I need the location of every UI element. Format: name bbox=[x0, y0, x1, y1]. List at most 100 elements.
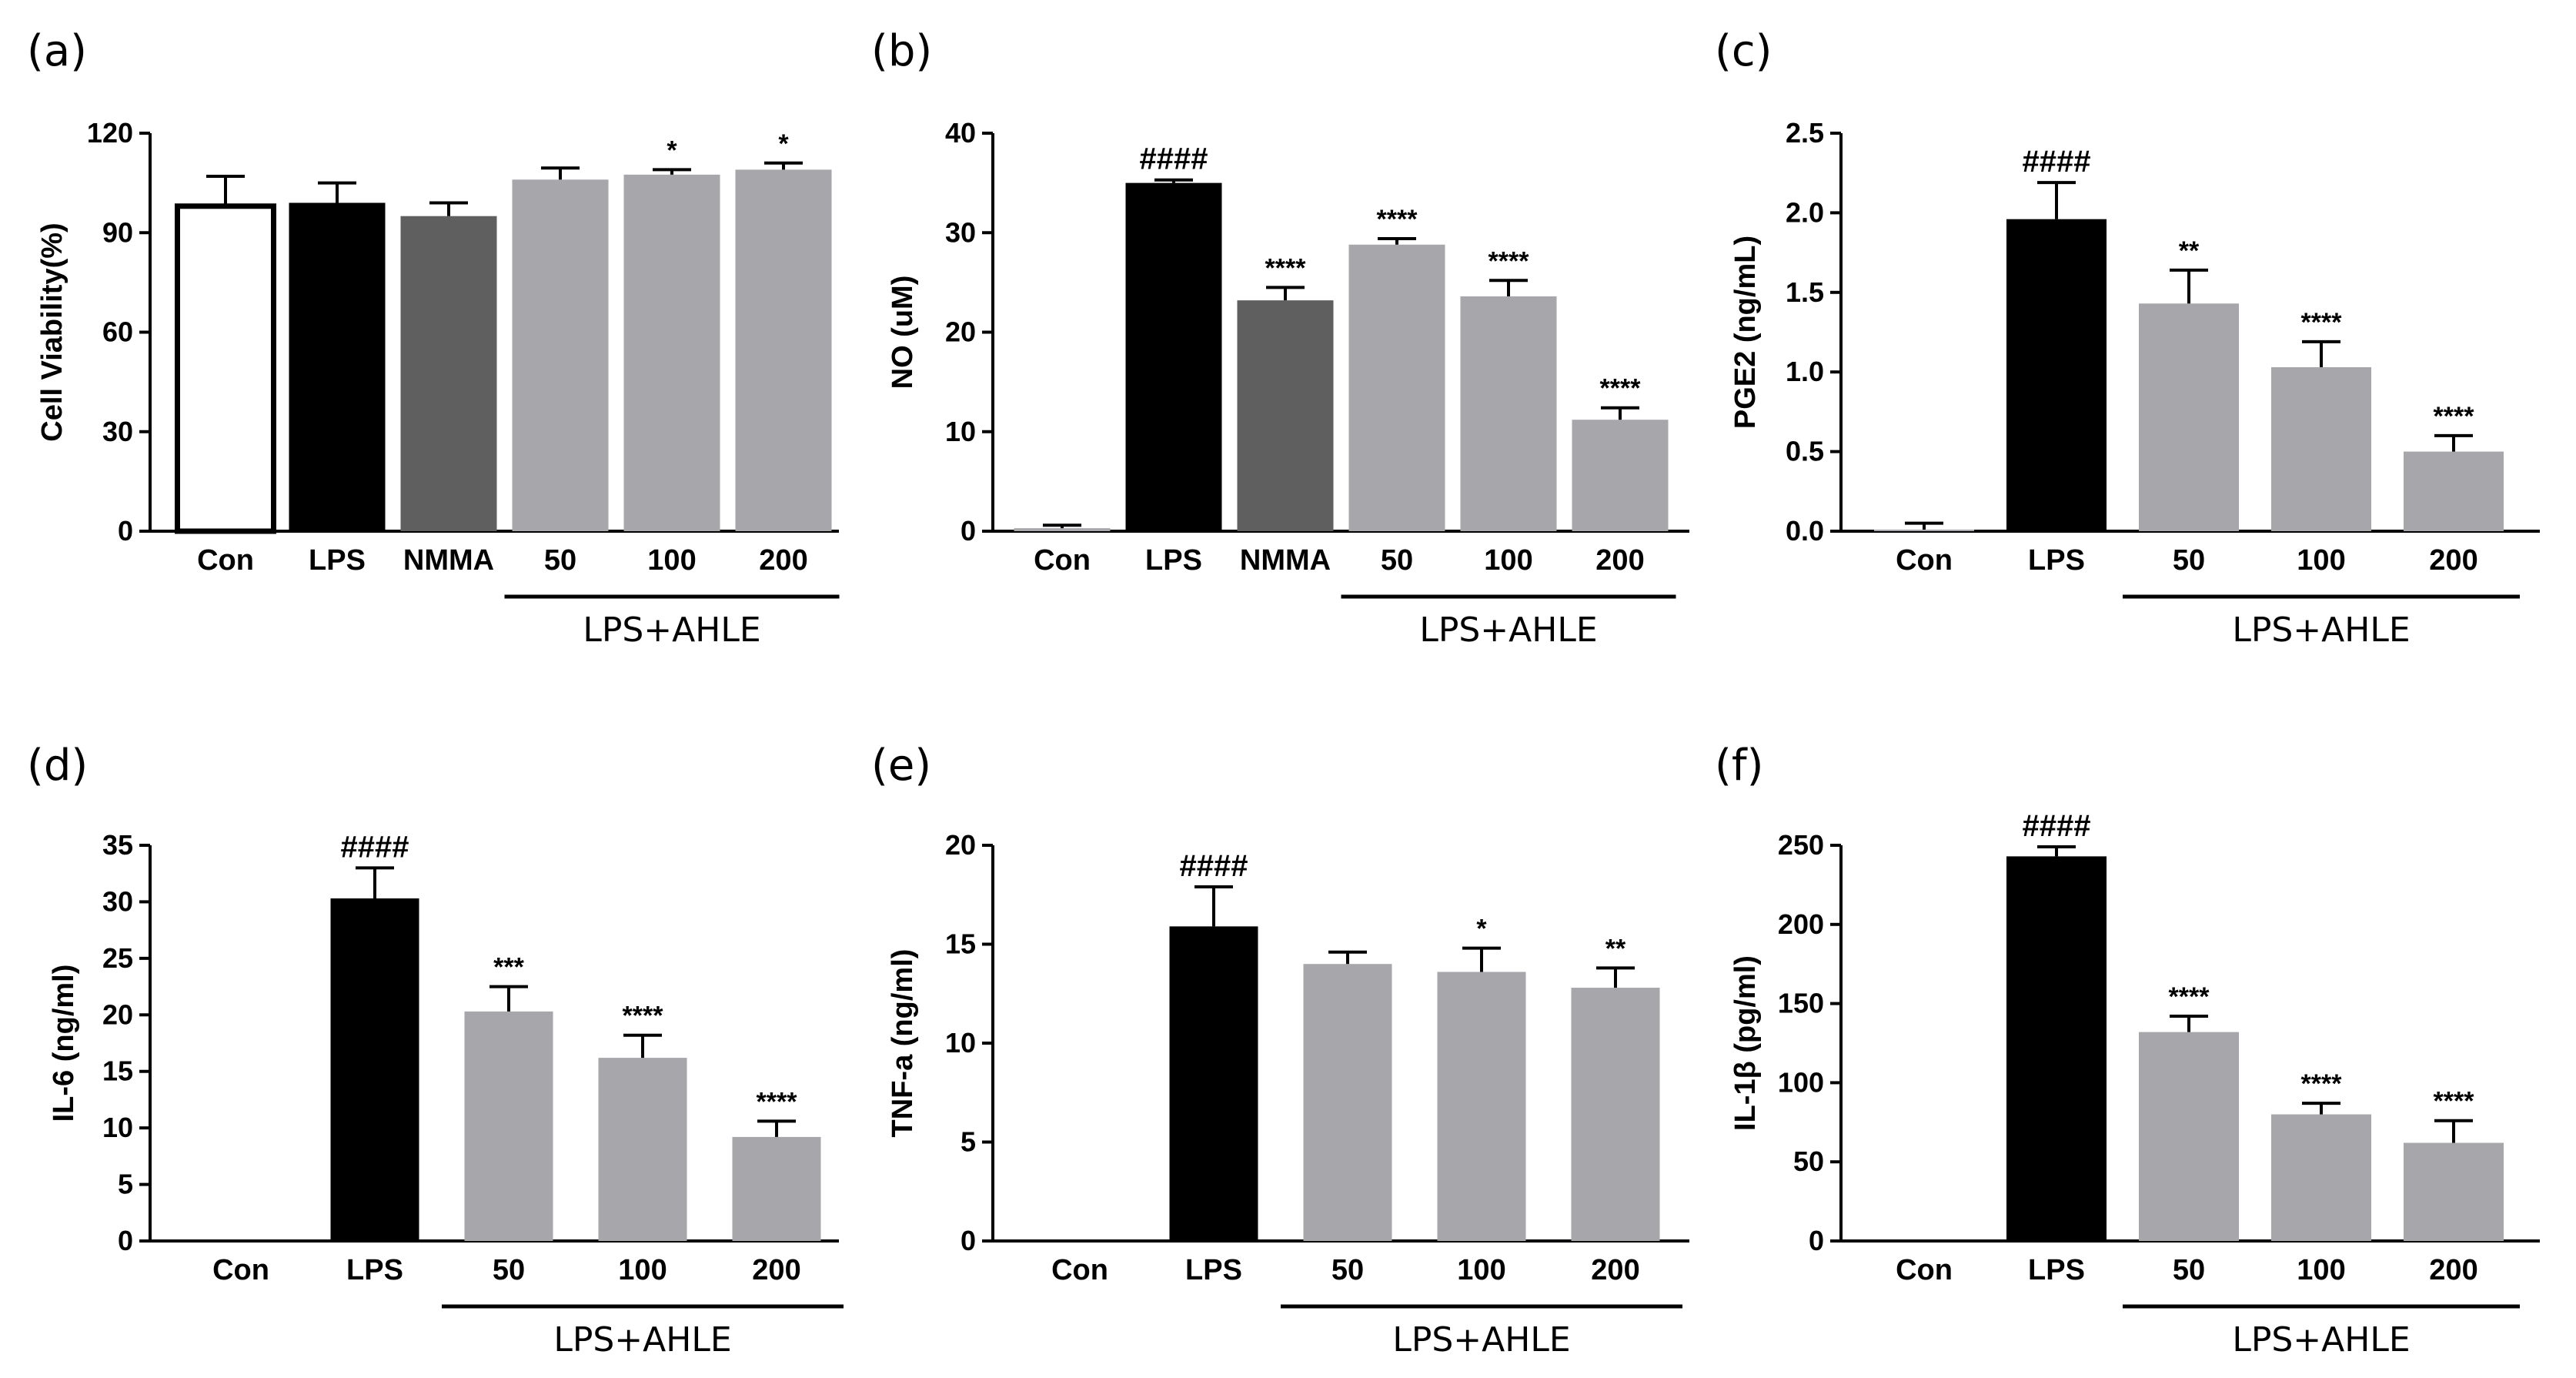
bar-50 bbox=[512, 179, 609, 532]
x-tick-label: Con bbox=[1051, 1254, 1108, 1286]
y-tick-label: 20 bbox=[945, 829, 976, 861]
significance-stars: **** bbox=[2434, 402, 2475, 431]
y-tick-label: 150 bbox=[1778, 988, 1824, 1019]
significance-hash: #### bbox=[2023, 809, 2091, 843]
x-tick-label: 100 bbox=[1457, 1254, 1505, 1286]
bar-50 bbox=[464, 1011, 553, 1241]
significance-stars: **** bbox=[1600, 374, 1642, 403]
y-tick-label: 0 bbox=[1809, 1225, 1824, 1256]
significance-stars: **** bbox=[2301, 1069, 2343, 1099]
y-tick-label: 10 bbox=[102, 1112, 133, 1143]
significance-stars: **** bbox=[2301, 308, 2343, 337]
x-tick-label: Con bbox=[1896, 1254, 1953, 1286]
group-label: LPS+AHLE bbox=[1392, 1320, 1570, 1360]
x-tick-label: 200 bbox=[1591, 1254, 1639, 1286]
significance-hash: #### bbox=[1140, 142, 1208, 176]
y-axis-label: IL-6 (ng/ml) bbox=[48, 965, 80, 1122]
x-tick-label: 100 bbox=[2297, 1254, 2345, 1286]
x-tick-label: 100 bbox=[1484, 544, 1532, 577]
y-tick-label: 0 bbox=[118, 515, 133, 547]
significance-stars: **** bbox=[623, 1002, 664, 1031]
panel-label: (e) bbox=[871, 741, 931, 791]
y-tick-label: 15 bbox=[102, 1055, 133, 1087]
y-tick-label: 0 bbox=[961, 515, 976, 547]
y-tick-label: 1.0 bbox=[1786, 356, 1824, 387]
bar-200 bbox=[1571, 988, 1660, 1241]
bar-NMMA bbox=[400, 216, 497, 531]
y-tick-label: 30 bbox=[102, 416, 133, 447]
x-tick-label: LPS bbox=[346, 1254, 403, 1286]
x-tick-label: Con bbox=[212, 1254, 269, 1286]
significance-stars: **** bbox=[2169, 982, 2210, 1012]
x-tick-label: LPS bbox=[2028, 1254, 2085, 1286]
bar-LPS bbox=[2006, 219, 2107, 531]
y-tick-label: 5 bbox=[961, 1126, 976, 1158]
y-tick-label: 40 bbox=[945, 117, 976, 149]
y-tick-label: 10 bbox=[945, 416, 976, 447]
bar-200 bbox=[732, 1136, 821, 1241]
significance-stars: **** bbox=[1377, 205, 1418, 234]
x-tick-label: Con bbox=[1034, 544, 1091, 577]
group-label: LPS+AHLE bbox=[2232, 1320, 2410, 1360]
significance-stars: **** bbox=[757, 1087, 798, 1116]
y-tick-label: 30 bbox=[945, 216, 976, 248]
panel-label: (c) bbox=[1715, 26, 1772, 76]
x-tick-label: LPS bbox=[309, 544, 366, 577]
y-tick-label: 20 bbox=[102, 998, 133, 1030]
x-tick-label: 50 bbox=[2173, 1254, 2205, 1286]
significance-stars: **** bbox=[1265, 253, 1307, 283]
significance-stars: * bbox=[778, 129, 789, 159]
panel-label: (b) bbox=[871, 26, 932, 76]
x-tick-label: LPS bbox=[1185, 1254, 1242, 1286]
chart-panel-2: (b) 0 10 20 30 40 NO (uM) Con #### LPS **** NMMA ***… bbox=[871, 26, 1689, 650]
bar-LPS bbox=[2006, 856, 2107, 1241]
bar-200 bbox=[1572, 420, 1669, 531]
chart-panel-4: (d) 0 5 10 15 20 25 30 35 IL-6 (ng/ml) Con #### LPS *… bbox=[27, 741, 844, 1360]
panel-label: (f) bbox=[1715, 741, 1763, 791]
bar-LPS bbox=[1169, 926, 1258, 1241]
bar-200 bbox=[2404, 1142, 2504, 1241]
bar-Con bbox=[1874, 529, 1974, 531]
group-label: LPS+AHLE bbox=[2232, 610, 2410, 650]
x-tick-label: 50 bbox=[2173, 544, 2205, 577]
chart-panel-6: (f) 0 50 100 150 200 250 IL-1β (pg/ml) Con #### LP… bbox=[1715, 741, 2540, 1360]
y-tick-label: 20 bbox=[945, 316, 976, 348]
y-tick-label: 0 bbox=[118, 1225, 133, 1256]
bar-50 bbox=[1303, 964, 1392, 1241]
significance-stars: * bbox=[667, 135, 677, 165]
y-axis-label: TNF-a (ng/ml) bbox=[887, 949, 919, 1138]
x-tick-label: NMMA bbox=[1240, 544, 1331, 577]
y-tick-label: 250 bbox=[1778, 829, 1824, 861]
bar-200 bbox=[735, 169, 832, 531]
bar-50 bbox=[2139, 1032, 2239, 1241]
y-tick-label: 10 bbox=[945, 1027, 976, 1059]
bar-NMMA bbox=[1237, 300, 1334, 531]
y-axis-label: Cell Viability(%) bbox=[36, 222, 68, 441]
y-tick-label: 1.5 bbox=[1786, 276, 1824, 308]
x-tick-label: 200 bbox=[759, 544, 807, 577]
y-tick-label: 200 bbox=[1778, 908, 1824, 940]
x-tick-label: NMMA bbox=[403, 544, 494, 577]
y-tick-label: 60 bbox=[102, 316, 133, 348]
y-tick-label: 0.5 bbox=[1786, 436, 1824, 467]
bar-100 bbox=[2271, 366, 2371, 531]
panel-label: (d) bbox=[27, 741, 88, 791]
group-label: LPS+AHLE bbox=[1419, 610, 1597, 650]
x-tick-label: Con bbox=[1896, 544, 1953, 577]
y-tick-label: 50 bbox=[1793, 1146, 1824, 1177]
y-tick-label: 90 bbox=[102, 216, 133, 248]
bar-100 bbox=[623, 174, 720, 531]
x-tick-label: 200 bbox=[2429, 544, 2477, 577]
y-axis-label: IL-1β (pg/ml) bbox=[1729, 955, 1762, 1131]
significance-stars: * bbox=[1476, 915, 1487, 944]
x-tick-label: 50 bbox=[493, 1254, 525, 1286]
y-tick-label: 2.0 bbox=[1786, 196, 1824, 228]
y-tick-label: 2.5 bbox=[1786, 117, 1824, 149]
x-tick-label: 50 bbox=[1331, 1254, 1364, 1286]
significance-stars: **** bbox=[1488, 246, 1530, 276]
group-label: LPS+AHLE bbox=[583, 610, 760, 650]
bar-LPS bbox=[289, 202, 386, 531]
bar-100 bbox=[1437, 972, 1526, 1241]
significance-hash: #### bbox=[341, 830, 409, 864]
